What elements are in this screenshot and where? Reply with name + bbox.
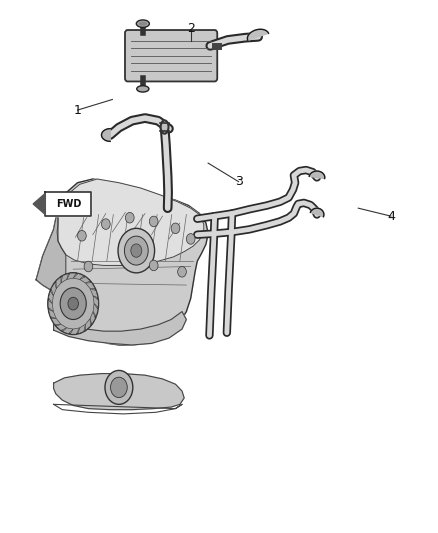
Polygon shape <box>90 311 95 325</box>
Circle shape <box>124 236 148 265</box>
Polygon shape <box>49 290 53 304</box>
Circle shape <box>171 223 180 233</box>
Circle shape <box>48 273 99 334</box>
Circle shape <box>105 370 133 405</box>
Polygon shape <box>36 179 208 345</box>
Polygon shape <box>45 192 91 216</box>
Circle shape <box>110 377 127 398</box>
Circle shape <box>178 266 186 277</box>
FancyBboxPatch shape <box>125 30 217 82</box>
Polygon shape <box>51 319 61 325</box>
Ellipse shape <box>137 86 149 92</box>
Polygon shape <box>247 29 268 41</box>
Circle shape <box>125 213 134 223</box>
Polygon shape <box>63 328 73 334</box>
Polygon shape <box>67 273 76 279</box>
Text: 4: 4 <box>387 209 395 223</box>
Polygon shape <box>70 328 80 334</box>
Polygon shape <box>61 273 68 283</box>
Circle shape <box>149 216 158 227</box>
Polygon shape <box>49 310 57 319</box>
Polygon shape <box>102 128 110 141</box>
Text: FWD: FWD <box>56 199 81 209</box>
Ellipse shape <box>136 20 149 27</box>
Polygon shape <box>33 193 46 215</box>
Polygon shape <box>311 208 324 217</box>
Polygon shape <box>78 324 85 334</box>
Polygon shape <box>36 208 66 310</box>
Polygon shape <box>51 282 57 296</box>
Polygon shape <box>90 289 98 298</box>
Circle shape <box>149 260 158 271</box>
Polygon shape <box>93 296 98 308</box>
Polygon shape <box>80 277 90 283</box>
Polygon shape <box>309 171 325 179</box>
Ellipse shape <box>138 21 147 26</box>
Circle shape <box>186 233 195 244</box>
Polygon shape <box>53 310 186 345</box>
Polygon shape <box>57 179 204 265</box>
Polygon shape <box>53 374 184 410</box>
Text: 2: 2 <box>187 22 194 36</box>
Polygon shape <box>56 324 67 330</box>
Polygon shape <box>73 273 84 279</box>
Circle shape <box>68 297 78 310</box>
Circle shape <box>78 230 86 241</box>
Circle shape <box>84 261 93 272</box>
Ellipse shape <box>161 120 169 134</box>
Text: 1: 1 <box>74 103 81 117</box>
Circle shape <box>118 228 155 273</box>
Text: 3: 3 <box>235 175 243 188</box>
Polygon shape <box>93 304 98 317</box>
Polygon shape <box>85 319 90 330</box>
Circle shape <box>102 219 110 229</box>
Circle shape <box>60 288 86 319</box>
Polygon shape <box>48 300 53 311</box>
Polygon shape <box>56 277 61 289</box>
Circle shape <box>131 244 142 257</box>
Polygon shape <box>85 282 95 289</box>
